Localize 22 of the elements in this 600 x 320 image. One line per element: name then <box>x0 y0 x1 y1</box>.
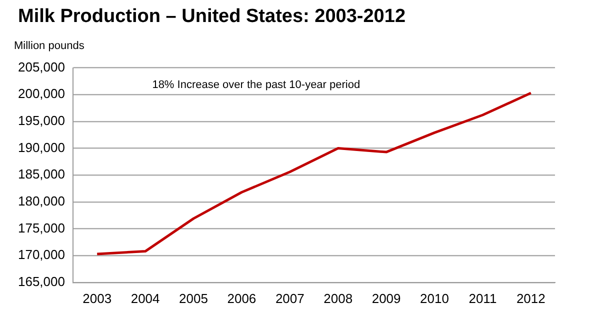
x-tick-label: 2006 <box>227 290 256 306</box>
y-tick-label: 200,000 <box>18 86 65 102</box>
x-tick-label: 2005 <box>179 290 208 306</box>
x-tick-label: 2007 <box>275 290 304 306</box>
y-axis-title: Million pounds <box>14 40 84 52</box>
y-tick-label: 170,000 <box>18 247 65 262</box>
y-tick-label: 180,000 <box>18 194 65 209</box>
y-tick-label: 185,000 <box>18 166 65 182</box>
y-tick-label: 175,000 <box>18 220 65 236</box>
x-tick-label: 2008 <box>324 290 353 306</box>
annotation: 18% Increase over the past 10-year period <box>152 78 360 91</box>
chart-title: Milk Production – United States: 2003-2012 <box>18 6 406 28</box>
y-tick-label: 165,000 <box>18 274 65 289</box>
x-tick-label: 2010 <box>420 290 449 306</box>
x-tick-label: 2012 <box>516 290 546 306</box>
x-tick-label: 2011 <box>468 290 497 306</box>
x-tick-label: 2003 <box>82 290 112 306</box>
x-tick-label: 2004 <box>130 290 160 306</box>
y-tick-label: 205,000 <box>18 59 65 74</box>
y-tick-label: 195,000 <box>18 113 65 128</box>
y-tick-label: 190,000 <box>18 140 65 155</box>
x-tick-label: 2009 <box>372 290 401 306</box>
